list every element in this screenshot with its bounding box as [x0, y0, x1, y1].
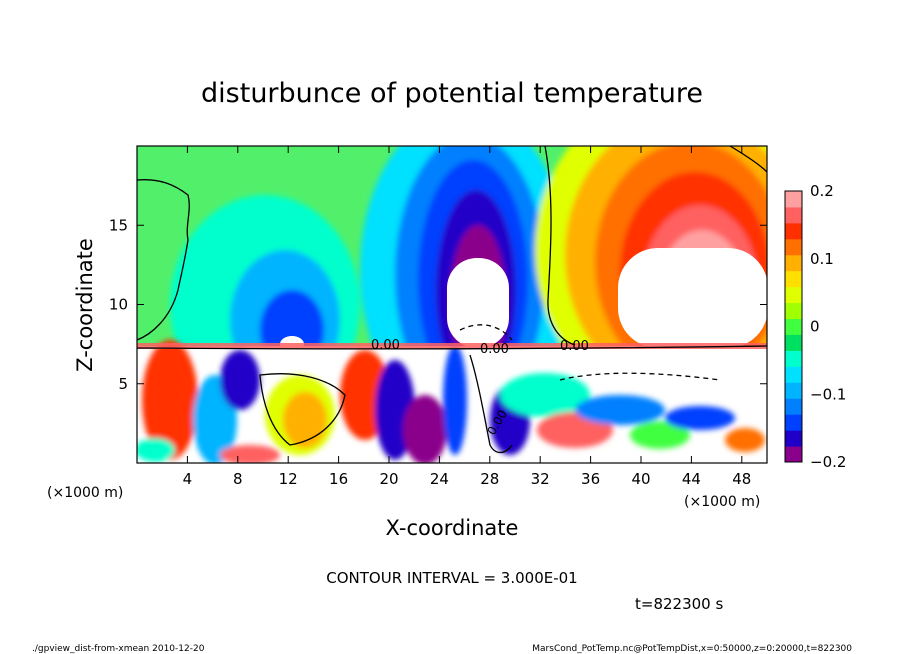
plot-area: 0.00 0.00 0.00 0.00 [136, 145, 768, 464]
x-tick-label: 24 [430, 470, 449, 488]
x-tick-label: 32 [531, 470, 550, 488]
colorbar-swatch [785, 382, 802, 399]
lower-turbulence [137, 340, 765, 463]
colorbar-swatch [785, 430, 802, 447]
contour-line [137, 345, 767, 350]
y-tick-label: 5 [118, 375, 128, 393]
colorbar-swatch [785, 238, 802, 256]
x-tick-label: 36 [581, 470, 600, 488]
colorbar-swatch [785, 334, 802, 351]
contour-line [729, 146, 767, 173]
contour-line [544, 146, 576, 346]
contour-line [459, 324, 513, 341]
colorbar-tick-label: −0.2 [810, 453, 846, 471]
contour-line [137, 179, 190, 341]
y-axis-label: Z-coordinate [73, 238, 97, 372]
saturated-region-negative [447, 258, 509, 348]
x-tick-label: 28 [480, 470, 499, 488]
heatmap-field [137, 146, 767, 463]
inversion-layer [137, 343, 767, 349]
footer-right: MarsCond_PotTemp.nc@PotTempDist,x=0:5000… [532, 644, 852, 654]
colorbar-swatch [785, 366, 802, 383]
contour-label: 0.00 [371, 338, 400, 353]
y-tick-label: 10 [109, 296, 128, 314]
x-tick-label: 40 [631, 470, 650, 488]
chart-title: disturbunce of potential temperature [201, 78, 703, 109]
colorbar-swatch [785, 206, 802, 224]
colorbar-frame [784, 190, 803, 463]
time-text: t=822300 s [635, 595, 723, 613]
x-tick-label: 44 [682, 470, 701, 488]
y-tick-label: 15 [109, 216, 128, 234]
colorbar-tick-label: 0 [810, 318, 820, 336]
colorbar-tick-label: −0.1 [810, 385, 846, 403]
y-axis: 5 10 15 [109, 216, 767, 393]
colorbar-swatch [785, 446, 802, 463]
colorbar-tick-label: 0.2 [810, 182, 834, 200]
colorbar-swatch [785, 270, 802, 288]
x-unit-left: (×1000 m) [47, 485, 123, 501]
colorbar-swatch [785, 191, 802, 208]
x-tick-label: 20 [379, 470, 398, 488]
x-tick-label: 48 [732, 470, 751, 488]
x-tick-label: 16 [329, 470, 348, 488]
contour-interval-text: CONTOUR INTERVAL = 3.000E-01 [326, 569, 577, 587]
contour-line [559, 372, 721, 381]
saturated-region-positive [618, 248, 767, 348]
colorbar-swatch [785, 286, 802, 304]
x-tick-label: 8 [233, 470, 243, 488]
x-unit-right: (×1000 m) [684, 494, 760, 510]
contour-line [469, 354, 513, 454]
contour-line [259, 373, 346, 446]
colorbar-swatch [785, 398, 802, 415]
colorbar-swatch [785, 350, 802, 367]
x-axis-label: X-coordinate [386, 516, 519, 540]
contour-label: 0.00 [480, 342, 509, 357]
x-axis: 4 8 12 16 20 24 28 32 36 40 44 48 [183, 146, 751, 488]
contour-label: 0.00 [560, 339, 589, 354]
colorbar-tick-label: 0.1 [810, 250, 834, 268]
contour-lines [137, 146, 767, 454]
footer-left: ./gpview_dist-from-xmean 2010-12-20 [32, 644, 205, 654]
colorbar-ticks: 0.2 0.1 0 −0.1 −0.2 [810, 182, 846, 471]
x-tick-label: 4 [183, 470, 193, 488]
colorbar-swatch [785, 414, 802, 431]
colorbar [784, 190, 803, 463]
colorbar-swatch [785, 318, 802, 335]
colorbar-swatch [785, 254, 802, 272]
x-tick-label: 12 [279, 470, 298, 488]
colorbar-swatch [785, 302, 802, 320]
colorbar-swatch [785, 222, 802, 240]
